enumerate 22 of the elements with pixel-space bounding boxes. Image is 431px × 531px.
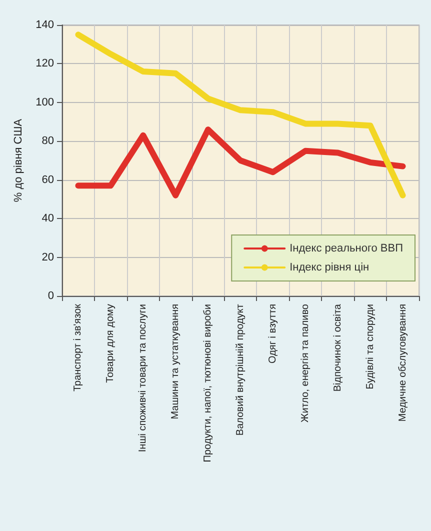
y-tick-label: 20 xyxy=(42,251,54,264)
y-tick-label: 140 xyxy=(36,19,54,31)
x-tick-label: Медичне обслуговування xyxy=(397,304,408,422)
legend-label: Індекс реального ВВП xyxy=(290,242,404,254)
y-tick-label: 0 xyxy=(48,290,54,302)
x-tick-label: Житло, енергія та паливо xyxy=(300,304,311,422)
x-tick-label: Валовий внутрішній продукт xyxy=(235,304,246,436)
x-tick-label: Машини та устаткування xyxy=(170,304,182,420)
legend-label: Індекс рівня цін xyxy=(290,262,370,274)
y-tick-label: 100 xyxy=(36,96,54,108)
x-tick-label: Транспорт і зв'язок xyxy=(72,303,84,392)
y-tick-label: 40 xyxy=(42,212,54,225)
x-tick-label: Товари для дому xyxy=(105,304,116,383)
x-tick-label: Продукти, напої, тютюнові вироби xyxy=(202,304,214,462)
x-tick-label: Одяг і взуття xyxy=(267,304,278,364)
y-tick-label: 80 xyxy=(42,135,54,148)
x-tick-label: Інші споживчі товари та послуги xyxy=(138,304,149,452)
x-tick-label: Будівлі та споруди xyxy=(364,304,376,390)
y-tick-label: 60 xyxy=(42,174,54,186)
y-tick-label: 120 xyxy=(36,58,54,70)
y-axis-title: % до рівня США xyxy=(12,118,24,202)
x-tick-label: Відпочинок і освіта xyxy=(332,304,344,392)
